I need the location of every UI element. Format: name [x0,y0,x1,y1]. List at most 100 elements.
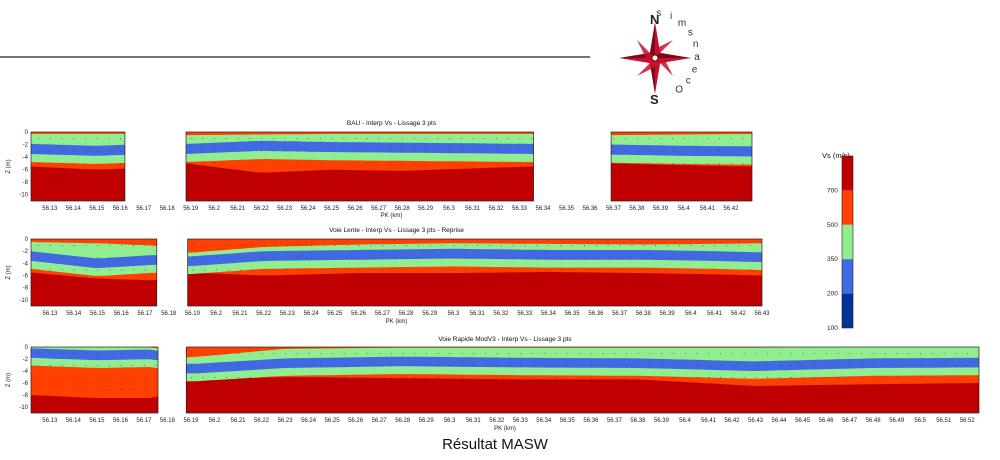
compass-diagonal [637,40,655,58]
compass-diagonal [655,40,673,58]
x-axis-label: PK (km) [494,426,516,432]
x-tick-label: 56.47 [842,418,858,424]
x-tick-label: 56.17 [136,418,152,424]
x-tick-label: 56.31 [466,418,482,424]
x-tick-label: 56.43 [748,418,764,424]
x-tick-label: 56.23 [277,206,293,212]
x-tick-label: 56.22 [254,418,270,424]
colorbar-tick-label: 200 [827,291,838,298]
x-tick-label: 56.32 [493,311,509,317]
x-tick-label: 56.18 [160,418,176,424]
x-tick-label: 56.13 [42,311,58,317]
x-tick-label: 56.26 [348,418,364,424]
y-tick-label: -8 [23,393,29,399]
y-tick-label: -8 [23,286,29,292]
logo-letter: e [692,64,698,75]
measurement-points [38,353,968,402]
y-tick-label: -2 [23,357,29,363]
colorbar-frame [841,155,854,329]
y-axis-label: Z (m) [6,265,12,279]
x-tick-label: 56.16 [114,311,130,317]
x-tick-label: 56.5 [914,418,926,424]
x-tick-label: 56.41 [700,206,716,212]
x-tick-label: 56.28 [395,418,411,424]
x-tick-label: 56.52 [960,418,976,424]
x-tick-label: 56.4 [685,311,697,317]
y-tick-label: 0 [25,130,29,136]
x-tick-label: 56.39 [660,311,676,317]
compass-point-shade [655,52,691,58]
panel-title: BAU - Interp Vs - Lissage 3 pts [347,120,437,127]
x-tick-label: 56.24 [301,418,317,424]
x-tick-label: 56.19 [183,206,199,212]
x-tick-label: 56.23 [280,311,296,317]
x-tick-label: 56.35 [565,311,581,317]
y-axis-label: Z (m) [6,373,12,387]
x-tick-label: 56.33 [512,206,528,212]
x-tick-label: 56.27 [371,206,387,212]
section-frame [30,346,159,414]
logo-letter: s [656,8,661,19]
x-tick-label: 56.15 [89,206,105,212]
y-tick-label: -6 [23,274,29,280]
x-tick-label: 56.21 [230,206,246,212]
x-tick-label: 56.34 [536,418,552,424]
x-tick-label: 56.39 [653,206,669,212]
profile-panel: Voie Lente - Interp Vs - Lissage 3 pts -… [6,227,770,325]
x-tick-label: 56.24 [301,206,317,212]
x-tick-label: 56.29 [422,311,438,317]
panel-title: Voie Lente - Interp Vs - Lissage 3 pts -… [329,227,464,234]
x-tick-label: 56.3 [448,311,460,317]
x-tick-label: 56.22 [254,206,270,212]
x-tick-label: 56.34 [541,311,557,317]
section-frame [185,346,980,414]
panel-title: Voie Rapide ModV3 - Interp Vs - Lissage … [438,336,572,343]
x-tick-label: 56.41 [707,311,723,317]
x-tick-label: 56.2 [210,311,222,317]
compass-point-shade [649,22,655,58]
x-tick-label: 56.26 [351,311,367,317]
x-axis-label: PK (km) [381,213,403,219]
x-tick-label: 56.31 [465,206,481,212]
x-axis-label: PK (km) [386,319,408,325]
profile-panels: BAU - Interp Vs - Lissage 3 pts 56.13 56.1… [6,120,980,432]
logo-letter: c [686,76,691,87]
x-tick-label: 56.51 [936,418,952,424]
logo-letter: i [670,11,672,22]
profile-panel: Voie Rapide ModV3 - Interp Vs - Lissage … [6,336,980,432]
x-tick-label: 56.33 [517,311,533,317]
x-tick-label: 56.17 [136,206,152,212]
x-tick-label: 56.39 [654,418,670,424]
x-tick-label: 56.32 [489,418,505,424]
x-tick-label: 56.4 [679,418,691,424]
x-tick-label: 56.46 [819,418,835,424]
x-tick-label: 56.35 [559,206,575,212]
x-tick-label: 56.15 [89,418,105,424]
x-tick-label: 56.19 [185,311,201,317]
y-tick-label: 0 [25,237,29,243]
y-tick-label: -2 [23,143,29,149]
colorbar-swatch [842,190,853,225]
x-tick-label: 56.13 [42,206,58,212]
x-tick-label: 56.22 [256,311,272,317]
colorbar-tick-label: 350 [827,256,838,263]
velocity-section [31,347,979,413]
x-tick-label: 56.21 [232,311,248,317]
x-tick-label: 56.15 [90,311,106,317]
compass-diagonal [655,58,673,76]
y-axis-label: Z (m) [6,159,12,173]
x-tick-label: 56.18 [160,206,176,212]
x-tick-label: 56.42 [731,311,747,317]
x-tick-label: 56.26 [348,206,364,212]
velocity-colorbar: Vs (m/s) 700 500 350 200 100 [822,151,854,332]
x-tick-label: 56.45 [795,418,811,424]
compass-north-letter: N [650,12,659,27]
x-tick-label: 56.29 [418,206,434,212]
x-tick-label: 56.37 [612,311,628,317]
layer-vs-surface [31,347,979,358]
x-tick-label: 56.18 [161,311,177,317]
compass-point [619,58,655,64]
compass-diagonal [637,58,655,76]
x-tick-label: 56.44 [771,418,787,424]
